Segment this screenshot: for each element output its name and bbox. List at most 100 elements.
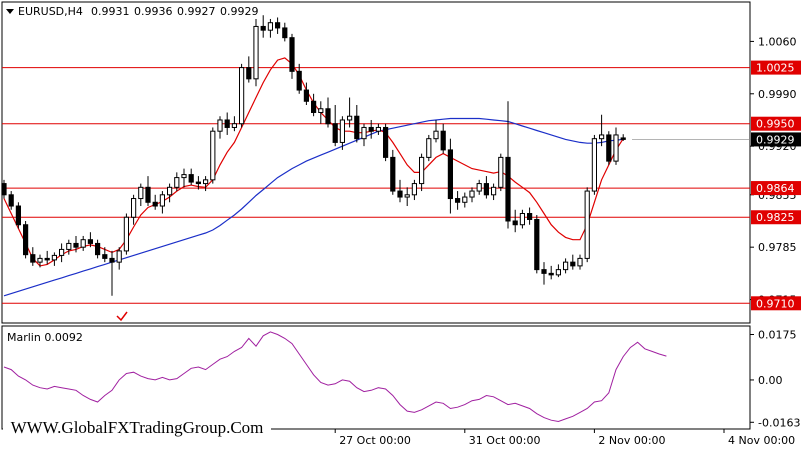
candle xyxy=(426,134,432,162)
candle xyxy=(66,239,72,255)
candle-body xyxy=(231,123,238,128)
candle-body xyxy=(109,257,115,263)
candle xyxy=(397,179,403,203)
ma-slow-line xyxy=(3,117,624,297)
candle-body xyxy=(440,130,446,151)
candle xyxy=(123,213,130,255)
candle-body xyxy=(512,220,518,226)
candle xyxy=(231,116,238,132)
candle-body xyxy=(375,126,381,132)
candle xyxy=(361,123,367,147)
candle-body xyxy=(555,269,561,276)
candle-body xyxy=(131,198,137,218)
candle-body xyxy=(15,205,21,226)
candle xyxy=(145,176,151,207)
level-tag-bg xyxy=(751,181,801,196)
checkmark-icon xyxy=(116,311,128,322)
candle-body xyxy=(347,115,353,121)
candle-body xyxy=(527,213,533,220)
candle-body xyxy=(152,201,158,207)
candle xyxy=(138,183,144,207)
candle-body xyxy=(289,37,295,72)
candle-body xyxy=(455,198,461,203)
candle-body xyxy=(138,186,144,200)
candle xyxy=(217,116,223,139)
candle xyxy=(505,101,511,229)
candle xyxy=(174,172,180,192)
candle xyxy=(433,119,439,143)
candle-body xyxy=(246,67,252,80)
candle-body xyxy=(95,242,101,256)
candle-body xyxy=(145,186,151,203)
candle-body xyxy=(30,254,36,263)
level-tag-bg xyxy=(751,296,801,311)
current-price-tag-bg xyxy=(751,132,801,147)
candle xyxy=(102,247,108,263)
candle xyxy=(548,265,554,280)
candle-body xyxy=(368,126,374,132)
candle-body xyxy=(167,186,173,196)
level-tags: 1.0025 0.9950 0.9864 0.9825 0.9710 xyxy=(751,60,801,311)
oscillator-layer xyxy=(3,331,667,423)
candle-body xyxy=(217,119,223,132)
candle-body xyxy=(462,196,468,203)
candle xyxy=(296,63,302,94)
candle-body xyxy=(419,156,425,185)
candle-body xyxy=(59,248,65,256)
candle-body xyxy=(303,89,309,102)
candle xyxy=(440,123,446,154)
candle-body xyxy=(224,119,230,128)
candle-body xyxy=(23,224,29,256)
candle xyxy=(210,127,216,184)
price-panel-frame xyxy=(1,1,751,324)
oscillator-title: Marlin 0.0092 xyxy=(7,331,83,344)
candle xyxy=(325,97,331,128)
candle-body xyxy=(433,130,439,140)
level-tag-bg xyxy=(751,210,801,225)
candle xyxy=(188,168,194,186)
candle xyxy=(563,258,569,274)
candle xyxy=(483,176,489,199)
candle xyxy=(30,247,36,266)
candle-body xyxy=(203,179,209,185)
candle xyxy=(131,194,137,225)
menu-triangle-icon[interactable] xyxy=(6,9,14,14)
candle xyxy=(282,22,288,42)
candle xyxy=(455,191,461,210)
candle xyxy=(15,202,21,229)
candle-body xyxy=(613,134,619,162)
x-tick-label: 27 Oct 00:00 xyxy=(339,434,411,447)
candle xyxy=(318,101,324,124)
oscillator-axis: 0.0175 0.00 -0.0163 xyxy=(750,328,800,429)
candle-body xyxy=(123,216,130,252)
candle xyxy=(23,220,29,259)
watermark-box xyxy=(3,408,271,444)
candle xyxy=(419,153,425,192)
osc-y-tick-label: -0.0163 xyxy=(758,416,800,429)
x-tick-label: 31 Oct 00:00 xyxy=(469,434,541,447)
candle-body xyxy=(534,218,540,271)
candle xyxy=(555,264,561,278)
candle xyxy=(469,187,475,203)
level-tag-bg xyxy=(751,60,801,75)
candle xyxy=(620,134,626,141)
header-high: 0.9936 xyxy=(134,5,173,18)
candle-body xyxy=(181,174,187,179)
candle-body xyxy=(541,269,547,274)
candle-body xyxy=(195,181,202,185)
levels-layer xyxy=(2,67,750,304)
candle-body xyxy=(210,130,216,181)
candle-body xyxy=(260,25,266,31)
candle-body xyxy=(318,108,324,113)
candle-body xyxy=(519,213,525,226)
candle-body xyxy=(498,156,504,188)
candle-body xyxy=(491,186,497,196)
candle-body xyxy=(66,242,72,250)
candle-body xyxy=(73,242,79,248)
candle-body xyxy=(591,138,597,192)
candle-body xyxy=(354,115,360,140)
candle-body xyxy=(267,22,273,31)
candle xyxy=(584,187,590,263)
candle-body xyxy=(383,126,389,158)
candle-body xyxy=(325,108,331,125)
